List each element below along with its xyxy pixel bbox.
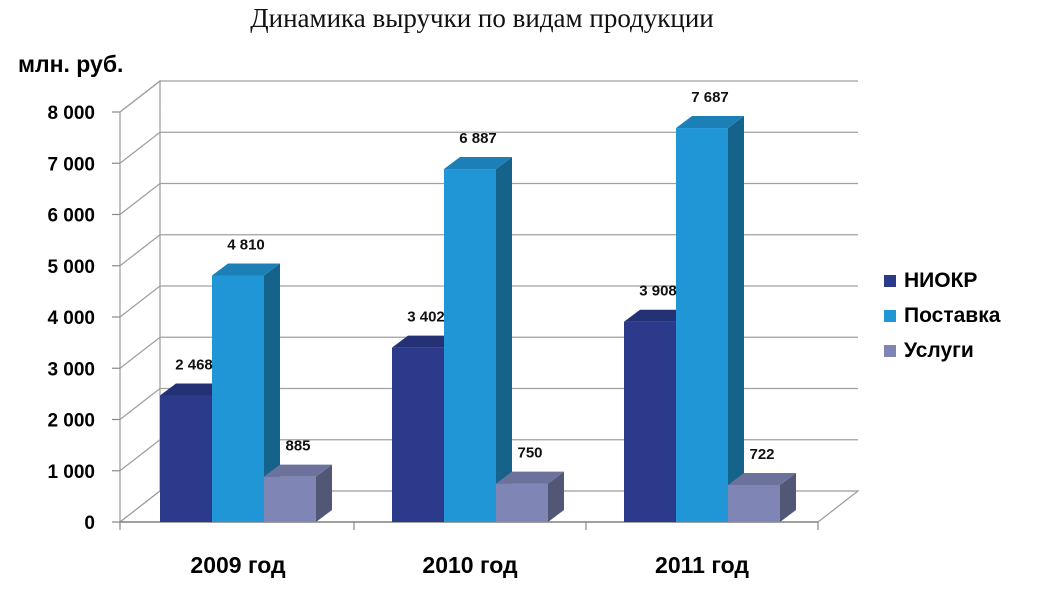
legend-label: НИОКР [904, 269, 977, 292]
legend-item: Услуги [884, 339, 974, 362]
bar-side [316, 464, 332, 522]
y-tick-label: 6 000 [47, 206, 95, 227]
legend-swatch [884, 310, 896, 322]
data-label: 885 [285, 438, 310, 455]
data-label: 722 [749, 446, 774, 463]
y-tick-label: 2 000 [47, 411, 95, 432]
bar-side [496, 157, 512, 522]
bar-top [496, 471, 564, 484]
y-tick-label: 7 000 [47, 154, 95, 175]
bar-front [676, 128, 728, 522]
bar-front [160, 395, 212, 522]
y-tick-label: 1 000 [47, 462, 95, 483]
bar-top [676, 116, 744, 129]
y-tick-label: 8 000 [47, 103, 95, 124]
y-axis-unit-label: млн. руб. [18, 51, 123, 77]
legend-item: НИОКР [884, 269, 977, 292]
x-tick-label: 2010 год [422, 552, 518, 578]
data-label: 4 810 [227, 236, 265, 253]
legend-swatch [884, 345, 896, 357]
data-label: 3 908 [639, 283, 677, 300]
bar [676, 116, 744, 522]
bar-side [264, 263, 280, 522]
bar-top [264, 464, 332, 477]
bar [496, 471, 564, 522]
bar-front [444, 169, 496, 522]
bar-side [780, 472, 796, 522]
bar-front [212, 275, 264, 522]
legend-label: Поставка [904, 304, 1001, 327]
gridline [119, 182, 858, 216]
bar-front [392, 347, 444, 522]
data-label: 7 687 [691, 89, 729, 106]
legend-item: Поставка [884, 304, 1001, 327]
x-tick-label: 2009 год [190, 552, 286, 578]
gridline [119, 131, 858, 164]
bar-front [624, 321, 676, 522]
bar-top [624, 309, 692, 322]
data-label: 2 468 [175, 357, 213, 374]
legend-swatch [884, 275, 896, 287]
bar-front [496, 483, 548, 522]
bar-front [728, 484, 780, 522]
bar [212, 263, 280, 522]
data-labels: 2 468 4 810 885 3 402 6 887 750 3 908 7 687 722 [175, 89, 774, 463]
y-axis: 0 1 000 2 000 3 000 4 000 5 000 6 000 7 000 8 00… [47, 103, 120, 534]
chart-title: Динамика выручки по видам продукции [250, 3, 714, 33]
gridline [119, 80, 858, 113]
bar-top [160, 383, 228, 396]
gridline [119, 234, 858, 267]
bar-top [444, 157, 512, 170]
y-tick-label: 5 000 [47, 257, 95, 278]
x-axis: 2009 год 2010 год 2011 год [119, 522, 819, 578]
data-label: 6 887 [459, 130, 497, 147]
legend: НИОКР Поставка Услуги [884, 269, 1001, 362]
gridline [119, 285, 858, 318]
bar-side [548, 471, 564, 522]
bar-top [728, 472, 796, 485]
bar-front [264, 476, 316, 522]
bar-top [392, 335, 460, 348]
bar-side [728, 116, 744, 522]
y-tick-label: 0 [84, 513, 95, 534]
bar [264, 464, 332, 522]
y-tick-label: 3 000 [47, 359, 95, 380]
x-tick-label: 2011 год [655, 552, 749, 578]
data-label: 3 402 [407, 309, 445, 326]
legend-label: Услуги [904, 339, 974, 362]
y-tick-label: 4 000 [47, 308, 95, 329]
bar [444, 157, 512, 522]
bar-top [212, 263, 280, 276]
data-label: 750 [517, 445, 542, 462]
bars [160, 116, 796, 522]
bar [728, 472, 796, 522]
